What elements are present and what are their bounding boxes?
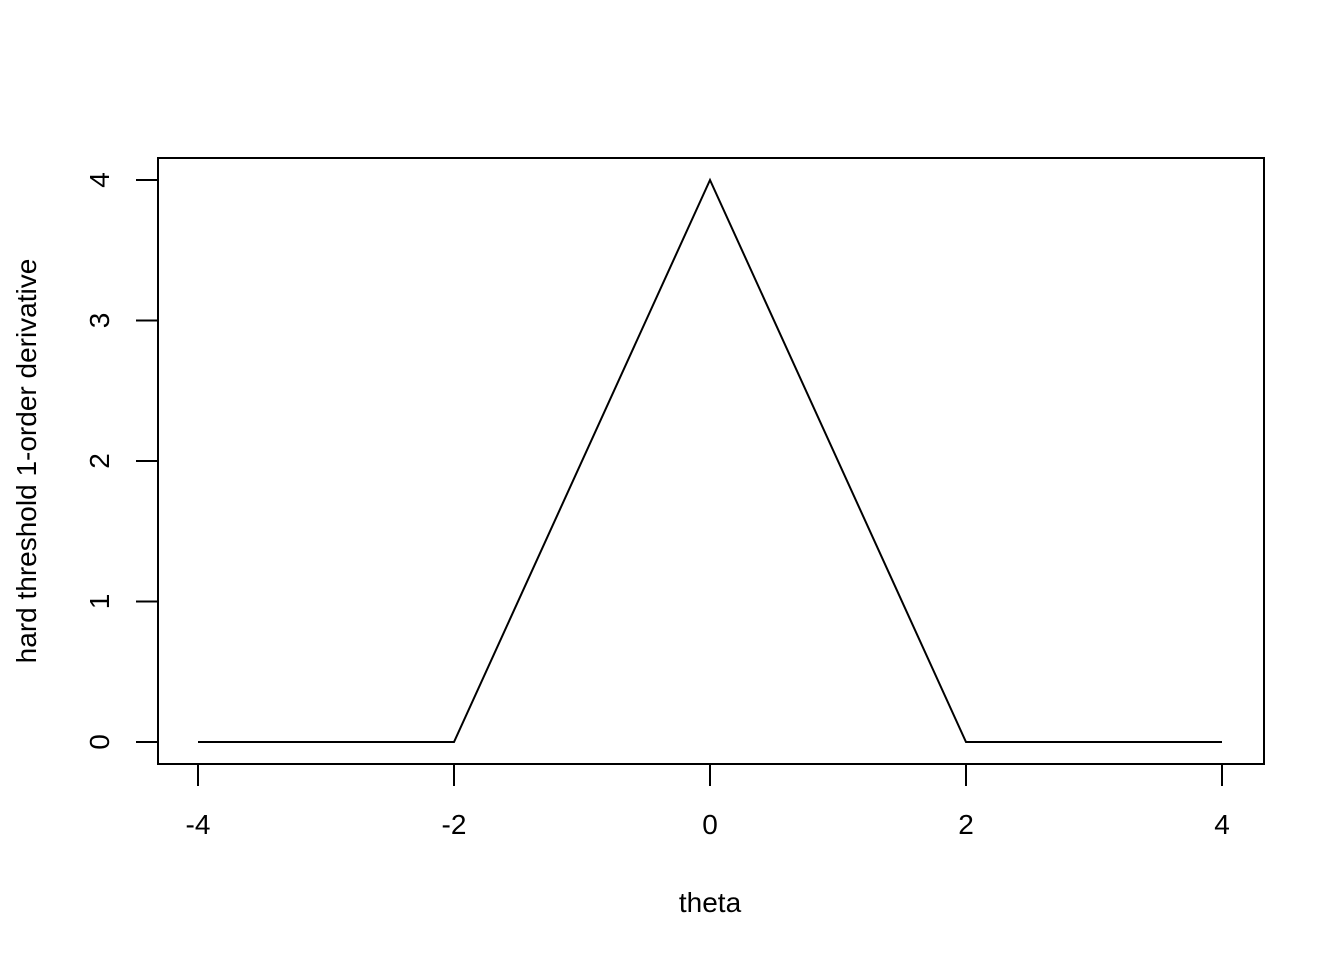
series-layer (198, 177, 1222, 743)
y-axis-label: hard threshold 1-order derivative (11, 259, 42, 664)
series-line (198, 177, 1222, 743)
x-tick-label: 2 (958, 809, 974, 840)
y-tick-label: 3 (84, 313, 115, 329)
x-tick-label: 4 (1214, 809, 1230, 840)
y-tick-label: 2 (84, 453, 115, 469)
y-axis: 0 1 2 3 4 (84, 172, 159, 750)
y-tick-label: 4 (84, 172, 115, 188)
plot-frame (157, 157, 1265, 765)
x-tick-label: -4 (186, 809, 211, 840)
x-tick-label: 0 (702, 809, 718, 840)
x-axis-label: theta (679, 887, 742, 918)
y-tick-label: 1 (84, 594, 115, 610)
y-tick-label: 0 (84, 734, 115, 750)
x-axis: -4 -2 0 2 4 (186, 763, 1230, 840)
x-tick-label: -2 (442, 809, 467, 840)
